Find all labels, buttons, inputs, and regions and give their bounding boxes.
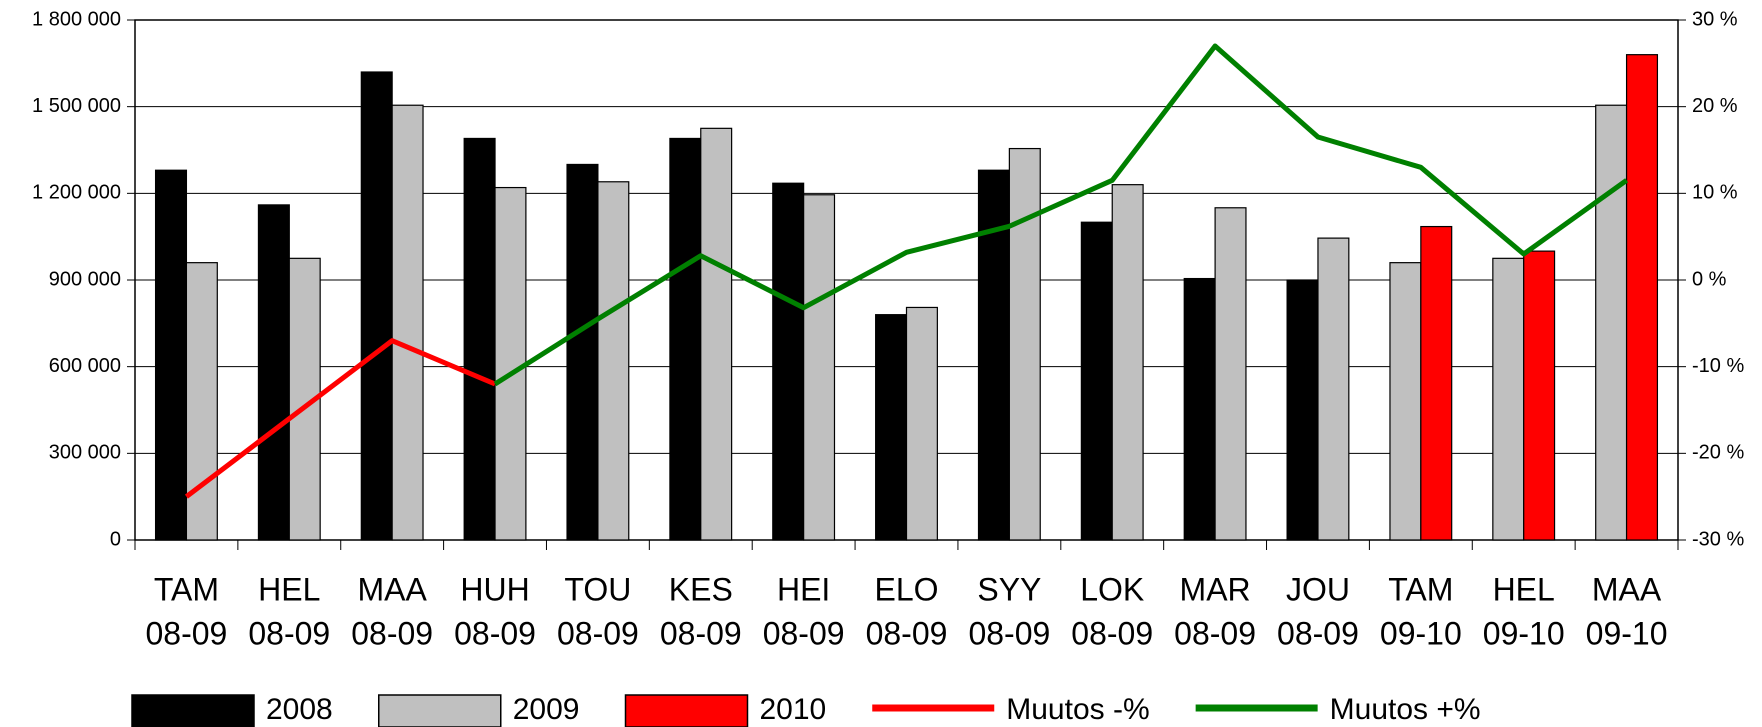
bar [1420, 225, 1453, 541]
y-tick-label: 1 800 000 [32, 8, 121, 30]
y-tick-label: 900 000 [49, 268, 121, 290]
x-tick-label: HEL [258, 571, 320, 607]
x-tick-label: MAR [1180, 571, 1251, 607]
bar [1008, 147, 1041, 541]
bar [566, 163, 599, 541]
bar [360, 71, 393, 541]
bar [257, 204, 290, 541]
bar [463, 137, 496, 541]
x-tick-label: KES [669, 571, 733, 607]
x-tick-label: 08-09 [351, 615, 433, 651]
bar [1625, 54, 1659, 541]
y-tick-label: 300 000 [49, 442, 121, 464]
legend-swatch [378, 694, 502, 727]
y2-tick-label: 0 % [1692, 268, 1727, 290]
bar [1389, 262, 1422, 541]
x-tick-label: MAA [357, 571, 427, 607]
x-tick-label: 08-09 [454, 615, 536, 651]
bar [1492, 257, 1525, 541]
legend-label: Muutos +% [1330, 693, 1481, 726]
x-tick-label: JOU [1286, 571, 1350, 607]
y2-tick-label: 20 % [1692, 95, 1738, 117]
x-tick-label: 08-09 [248, 615, 330, 651]
x-tick-label: MAA [1592, 571, 1662, 607]
bar [1595, 104, 1628, 541]
legend-label: 2009 [513, 693, 580, 726]
bar [154, 169, 188, 541]
y2-tick-label: -10 % [1692, 355, 1744, 377]
x-tick-label: 08-09 [968, 615, 1050, 651]
x-tick-label: HEL [1493, 571, 1555, 607]
legend-label: 2010 [760, 693, 827, 726]
bar [669, 137, 702, 541]
bar [494, 186, 527, 541]
x-tick-label: 08-09 [660, 615, 742, 651]
x-tick-label: 08-09 [557, 615, 639, 651]
y2-tick-label: 30 % [1692, 8, 1738, 30]
bar [1523, 250, 1556, 541]
bar [875, 314, 908, 541]
bar [1317, 237, 1350, 541]
x-tick-label: 08-09 [1071, 615, 1153, 651]
y2-tick-label: -20 % [1692, 442, 1744, 464]
x-tick-label: SYY [977, 571, 1041, 607]
bar [1183, 277, 1216, 541]
x-tick-label: 09-10 [1483, 615, 1565, 651]
x-tick-label: TOU [564, 571, 631, 607]
bar [772, 182, 805, 541]
x-tick-label: TAM [154, 571, 219, 607]
y-tick-label: 1 500 000 [32, 95, 121, 117]
bar [700, 127, 733, 541]
x-tick-label: TAM [1388, 571, 1453, 607]
legend-swatch [131, 694, 255, 727]
x-tick-label: LOK [1080, 571, 1144, 607]
x-tick-label: HEI [777, 571, 830, 607]
legend-label: Muutos -% [1006, 693, 1149, 726]
y2-tick-label: -30 % [1692, 528, 1744, 550]
bar [185, 262, 218, 541]
line [184, 338, 497, 499]
y-tick-label: 600 000 [49, 355, 121, 377]
line [493, 43, 1629, 387]
bar [905, 306, 938, 541]
bar [803, 194, 836, 541]
y-tick-label: 1 200 000 [32, 182, 121, 204]
bar [1286, 279, 1319, 541]
legend-swatch [624, 694, 749, 727]
x-tick-label: 08-09 [146, 615, 228, 651]
x-tick-label: HUH [460, 571, 529, 607]
x-tick-label: 08-09 [763, 615, 845, 651]
bar [597, 181, 630, 541]
x-tick-label: 09-10 [1586, 615, 1668, 651]
y2-tick-label: 10 % [1692, 182, 1738, 204]
legend-label: 2008 [266, 693, 333, 726]
bar [1111, 184, 1144, 541]
x-tick-label: 08-09 [1174, 615, 1256, 651]
bar [391, 104, 424, 541]
bar [1214, 207, 1247, 541]
x-tick-label: 08-09 [866, 615, 948, 651]
x-tick-label: 08-09 [1277, 615, 1359, 651]
bar [1080, 221, 1113, 541]
x-tick-label: ELO [874, 571, 938, 607]
y-tick-label: 0 [110, 528, 121, 550]
x-tick-label: 09-10 [1380, 615, 1462, 651]
